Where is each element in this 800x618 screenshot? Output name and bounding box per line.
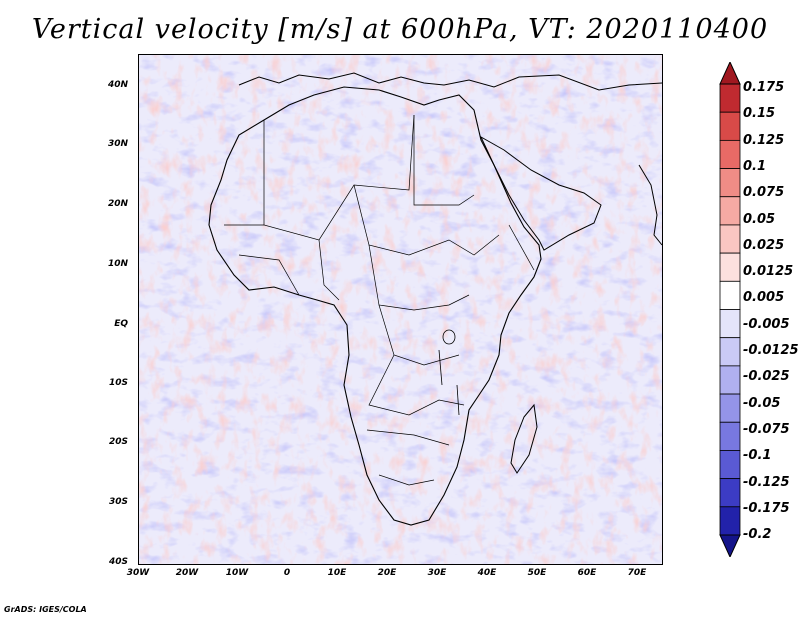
colorbar-swatch [719,111,741,141]
lon-label: 20E [377,568,397,578]
colorbar-swatch [719,224,741,254]
colorbar-swatch [719,252,741,282]
colorbar-label: -0.05 [743,395,781,411]
lat-label: EQ [114,319,128,329]
colorbar-label: 0.1 [743,158,767,174]
colorbar-swatch [719,168,741,198]
lat-label: 20N [107,199,128,209]
colorbar-swatch [719,280,741,310]
lon-label: 20W [175,568,199,578]
lat-label: 20S [108,437,128,447]
colorbar-label: -0.075 [743,421,790,437]
colorbar-label: -0.2 [743,527,772,543]
lon-label: 50E [527,568,547,578]
lon-label: 30W [126,568,150,578]
lat-label: 40N [107,80,128,90]
colorbar-label: 0.075 [743,185,785,201]
colorbar-swatch [719,196,741,226]
europe-coastline [238,72,662,91]
colorbar-label: 0.05 [743,211,776,227]
colorbar-label: -0.1 [743,448,772,464]
lon-label: 40E [477,568,497,578]
lon-label: 30E [427,568,447,578]
lon-label: 70E [627,568,647,578]
lat-label: 40S [108,557,128,567]
colorbar [719,62,741,557]
lon-label: 10W [225,568,249,578]
lat-label: 10N [107,259,128,269]
country-borders [224,114,535,486]
colorbar-swatch [719,506,741,536]
lakes [438,329,460,416]
colorbar-label: -0.0125 [743,343,799,358]
lon-label: 10E [327,568,347,578]
colorbar-label: 0.15 [743,106,776,122]
lat-label: 30N [107,139,128,149]
lon-label: 0 [283,568,291,578]
colorbar-label: 0.175 [743,80,785,95]
colorbar-label: -0.025 [743,369,790,385]
colorbar-swatch [719,337,741,367]
vertical-velocity-field [139,55,662,564]
colorbar-label: -0.125 [743,474,790,490]
chart-title: Vertical velocity [m/s] at 600hPa, VT: 2… [31,14,769,45]
africa-coastline [208,86,542,526]
colorbar-max-arrow [719,62,741,85]
lat-label: 10S [108,378,128,388]
lon-label: 60E [577,568,597,578]
lat-label: 30S [108,497,128,507]
grads-credit: GrADS: IGES/COLA [4,605,87,614]
colorbar-label: -0.005 [743,316,790,332]
colorbar-swatch [719,421,741,451]
map-svg [139,55,662,564]
map-panel [138,54,663,565]
colorbar-label: 0.125 [743,132,785,148]
colorbar-label: 0.025 [743,237,785,253]
colorbar-swatch [719,393,741,423]
colorbar-label: -0.175 [743,500,790,516]
colorbar-min-arrow [719,534,741,557]
madagascar-coastline [510,403,538,474]
arabia-coastline [479,135,602,251]
colorbar-swatch [719,365,741,395]
colorbar-label: 0.005 [743,290,785,306]
india-coastline [638,164,662,246]
colorbar-swatch [719,450,741,480]
colorbar-swatch [719,139,741,169]
colorbar-swatch [719,309,741,339]
colorbar-label: 0.0125 [743,264,794,280]
colorbar-swatch [719,478,741,508]
colorbar-swatch [719,83,741,113]
